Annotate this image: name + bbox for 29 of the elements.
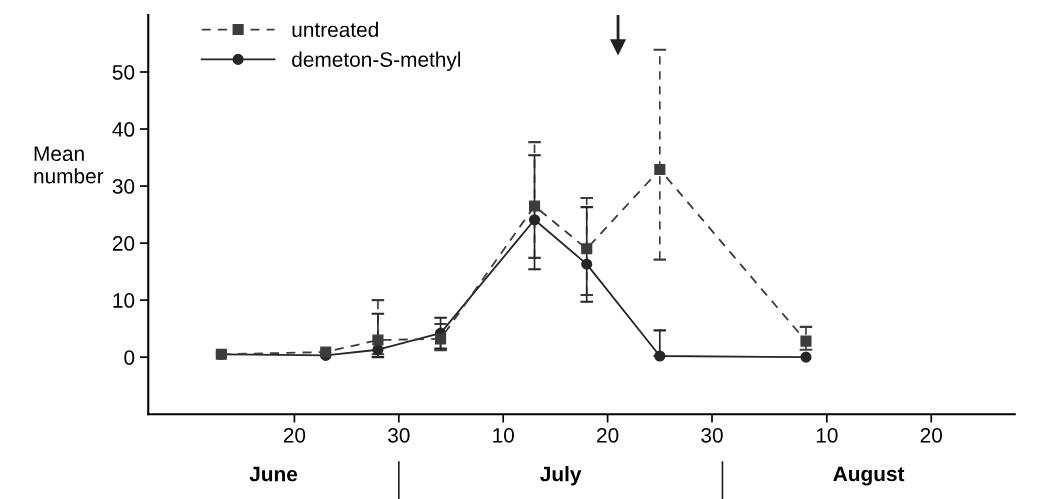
- point: [528, 214, 541, 226]
- text: June: [249, 466, 298, 482]
- point: [528, 200, 541, 212]
- point: [800, 351, 812, 363]
- y-tick-label: 40: [112, 122, 135, 137]
- point: [800, 335, 812, 347]
- x-tick-label: 20: [597, 427, 619, 443]
- x-tick-label: 20: [283, 427, 306, 443]
- x-tick-label: 30: [388, 427, 410, 443]
- text: July: [540, 466, 582, 486]
- x-tick-label: 20: [920, 427, 943, 443]
- y-tick-label: 10: [113, 293, 135, 308]
- point: [654, 350, 666, 362]
- y-tick-label: 0: [124, 350, 135, 365]
- legend-label: demeton-S-methyl: [292, 51, 461, 71]
- text: August: [833, 466, 905, 486]
- x-tick-label: 10: [493, 427, 514, 443]
- point: [581, 243, 593, 255]
- legend-label: untreated: [292, 21, 378, 38]
- y-tick-label: 30: [112, 179, 135, 194]
- x-tick-label: 10: [816, 427, 838, 443]
- y-tick-label: 20: [112, 236, 135, 251]
- y-axis-title: Mean number: [34, 146, 104, 184]
- point: [581, 258, 593, 270]
- x-tick-label: 30: [701, 427, 723, 443]
- y-tick-label: 50: [112, 65, 135, 80]
- point: [435, 333, 447, 345]
- point: [372, 334, 384, 346]
- point: [654, 163, 666, 176]
